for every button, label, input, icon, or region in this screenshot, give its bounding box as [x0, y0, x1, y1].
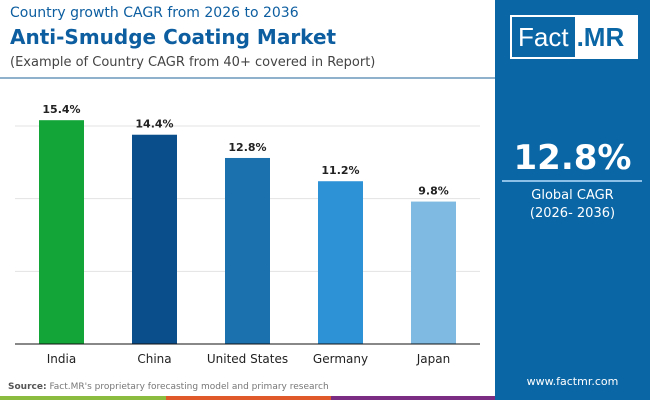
- x-tick-label: India: [47, 352, 76, 366]
- logo-part1: Fact: [512, 17, 575, 57]
- bar-india: [39, 120, 84, 344]
- panel-divider: [502, 180, 642, 182]
- factmr-logo: Fact .MR: [510, 15, 638, 59]
- global-cagr-value: 12.8%: [513, 138, 632, 178]
- chart-title: Anti-Smudge Coating Market: [10, 25, 337, 49]
- bar-united-states: [225, 157, 270, 344]
- data-label: 12.8%: [228, 141, 266, 154]
- source-text: Fact.MR's proprietary forecasting model …: [49, 382, 329, 392]
- summary-panel: [495, 0, 650, 400]
- footer-strip-green: [0, 396, 166, 400]
- bar-china: [132, 134, 177, 344]
- data-label: 14.4%: [135, 118, 173, 131]
- bar-chart: 15.4% India 14.4% China 12.8% United States 11…: [15, 103, 480, 366]
- x-tick-label: China: [137, 352, 171, 366]
- footer-strip-orange: [166, 396, 331, 400]
- header-divider: [0, 77, 495, 79]
- x-tick-label: Japan: [416, 352, 450, 366]
- bar-japan: [411, 201, 456, 344]
- x-tick-label: Germany: [313, 352, 368, 366]
- source-label: Source:: [8, 382, 47, 392]
- footer-strip-purple: [331, 396, 495, 400]
- data-label: 11.2%: [321, 164, 359, 177]
- chart-subtitle: Country growth CAGR from 2026 to 2036: [10, 5, 299, 21]
- data-label: 15.4%: [42, 103, 80, 116]
- data-label: 9.8%: [418, 185, 449, 198]
- global-cagr-label: Global CAGR: [531, 188, 614, 203]
- source-note: Source: Fact.MR's proprietary forecastin…: [8, 382, 329, 392]
- website-url: www.factmr.com: [526, 375, 619, 388]
- x-tick-label: United States: [207, 352, 288, 366]
- chart-note: (Example of Country CAGR from 40+ covere…: [10, 55, 376, 70]
- logo-part2: .MR: [576, 21, 625, 52]
- global-cagr-period: (2026- 2036): [529, 206, 616, 221]
- bar-germany: [318, 181, 363, 344]
